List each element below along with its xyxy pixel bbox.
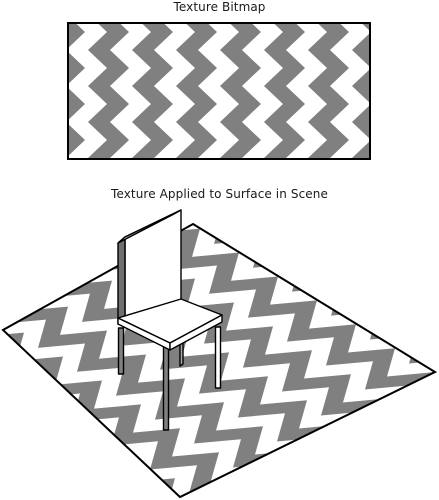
chair-front-leg-right xyxy=(214,326,222,389)
floor-border xyxy=(1,222,438,499)
bitmap-stripe xyxy=(176,23,217,159)
texture-bitmap xyxy=(67,14,437,176)
bitmap-stripe xyxy=(220,23,261,159)
scene-caption: Texture Applied to Surface in Scene xyxy=(111,187,328,201)
bitmap-stripe xyxy=(68,23,85,159)
chair-front-leg-left xyxy=(162,346,170,431)
bitmap-stripe xyxy=(308,23,349,159)
floor-stripe xyxy=(400,224,435,351)
chair-seat-side-edge xyxy=(169,314,223,351)
bitmap-chevron-stripes xyxy=(68,14,437,176)
texture-bitmap-caption: Texture Bitmap xyxy=(173,0,266,14)
chair-backrest-top xyxy=(117,209,182,244)
bitmap-stripe xyxy=(352,23,370,159)
bitmap-stripe xyxy=(396,14,437,176)
chair-back-leg-left xyxy=(117,327,125,375)
bitmap-border xyxy=(67,22,371,160)
chair-backrest-edge xyxy=(117,236,126,325)
floor-stripe xyxy=(92,224,435,497)
bitmap-stripe xyxy=(132,23,173,159)
floor-stripe xyxy=(4,256,435,497)
bitmap-stripe xyxy=(88,23,129,159)
floor-stripe xyxy=(3,282,435,497)
chair xyxy=(117,209,223,431)
bitmap-stripe xyxy=(264,23,305,159)
